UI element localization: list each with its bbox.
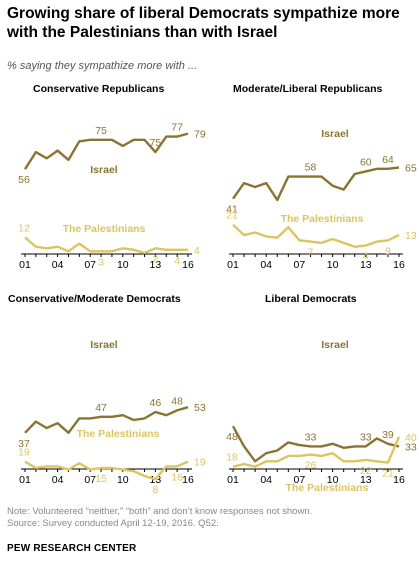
palestinians-series-line bbox=[24, 236, 188, 255]
panel-conservative-republicans: Conservative Republicans 01 04 07 10 13 16 Isra… bbox=[18, 83, 206, 271]
x-tick-label: 07 bbox=[84, 259, 96, 271]
x-tick-label: 07 bbox=[294, 259, 306, 271]
x-tick-label: 04 bbox=[260, 259, 272, 271]
data-label: 13 bbox=[405, 230, 417, 242]
data-label: 37 bbox=[18, 438, 30, 450]
source-text: Source: Survey conducted April 12-19, 20… bbox=[7, 518, 219, 529]
data-label: 65 bbox=[405, 163, 417, 175]
israel-series-label: Israel bbox=[321, 128, 349, 140]
palestinians-series-line bbox=[232, 436, 401, 468]
data-label: 9 bbox=[385, 245, 391, 257]
x-tick-label: 16 bbox=[182, 259, 194, 271]
data-label: 2 bbox=[152, 253, 158, 265]
data-label: 33 bbox=[305, 431, 317, 443]
data-label: 21 bbox=[382, 468, 394, 480]
panel-liberal-democrats: Liberal Democrats 01 04 07 10 13 16 Israel 48 33 3… bbox=[226, 293, 417, 494]
israel-series-label: Israel bbox=[321, 339, 349, 351]
data-label: 48 bbox=[226, 431, 238, 443]
palestinians-series-line bbox=[232, 223, 400, 249]
data-label: 21 bbox=[226, 210, 238, 222]
x-tick-label: 16 bbox=[393, 259, 405, 271]
data-label: 53 bbox=[194, 402, 206, 414]
israel-series-line bbox=[231, 425, 400, 463]
israel-series-line bbox=[23, 132, 189, 170]
x-tick-label: 04 bbox=[52, 259, 64, 271]
x-tick-label: 01 bbox=[227, 474, 239, 486]
data-label: 79 bbox=[194, 129, 206, 141]
x-tick-label: 13 bbox=[360, 259, 372, 271]
x-tick-label: 10 bbox=[327, 474, 339, 486]
x-tick-label: 10 bbox=[117, 474, 129, 486]
data-label: 40 bbox=[405, 432, 417, 444]
data-label: 26 bbox=[305, 460, 317, 472]
data-label: 33 bbox=[360, 431, 372, 443]
israel-series-label: Israel bbox=[90, 339, 118, 351]
x-tick-label: 16 bbox=[182, 474, 194, 486]
israel-series-label: Israel bbox=[90, 164, 118, 176]
data-label: 33 bbox=[405, 441, 417, 453]
data-label: 41 bbox=[226, 204, 238, 216]
data-label: 39 bbox=[382, 429, 394, 441]
data-label: 4 bbox=[194, 245, 200, 257]
data-label: 75 bbox=[150, 137, 162, 149]
panel-title: Liberal Democrats bbox=[265, 293, 357, 305]
data-label: 19 bbox=[18, 447, 30, 459]
data-label: 22 bbox=[360, 465, 372, 477]
data-label: 75 bbox=[95, 125, 107, 137]
pew-logo-text: PEW RESEARCH CENTER bbox=[7, 543, 137, 554]
data-label: 4 bbox=[174, 255, 180, 267]
x-tick-label: 16 bbox=[393, 474, 405, 486]
data-label: 64 bbox=[382, 154, 394, 166]
data-label: 60 bbox=[360, 156, 372, 168]
palestinians-series-line bbox=[24, 460, 189, 481]
data-label: 8 bbox=[152, 484, 158, 496]
israel-series-line bbox=[232, 166, 400, 202]
chart-notes: Note: Volunteered “neither,” “both” and … bbox=[7, 506, 412, 530]
data-label: 47 bbox=[95, 402, 107, 414]
x-tick-label: 04 bbox=[260, 474, 272, 486]
israel-series-line bbox=[24, 406, 189, 434]
data-label: 46 bbox=[150, 397, 162, 409]
data-label: 58 bbox=[305, 162, 317, 174]
data-label: 15 bbox=[95, 473, 107, 485]
palestinians-series-label: The Palestinians bbox=[77, 428, 160, 440]
panel-conservative-moderate-democrats: Conservative/Moderate Democrats 01 04 07 10 1… bbox=[8, 293, 206, 496]
panel-moderate-liberal-republicans: Moderate/Liberal Republicans 01 04 07 10 13 16… bbox=[226, 83, 417, 271]
data-label: 12 bbox=[18, 222, 30, 234]
x-tick-label: 13 bbox=[360, 474, 372, 486]
data-label: 4 bbox=[363, 251, 369, 263]
data-label: 77 bbox=[171, 122, 183, 134]
x-tick-label: 01 bbox=[19, 474, 31, 486]
chart-title: Growing share of liberal Democrats sympa… bbox=[7, 5, 400, 41]
panel-title: Conservative/Moderate Democrats bbox=[8, 293, 181, 305]
x-tick-label: 10 bbox=[117, 259, 129, 271]
data-label: 19 bbox=[194, 457, 206, 469]
data-label: 56 bbox=[18, 174, 30, 186]
data-label: 18 bbox=[226, 452, 238, 464]
palestinians-series-label: The Palestinians bbox=[281, 213, 364, 225]
x-tick-label: 04 bbox=[52, 474, 64, 486]
data-label: 3 bbox=[98, 256, 104, 268]
x-tick-label: 10 bbox=[327, 259, 339, 271]
data-label: 7 bbox=[308, 247, 314, 259]
x-tick-label: 07 bbox=[294, 474, 306, 486]
chart-subtitle: % saying they sympathize more with ... bbox=[7, 60, 198, 72]
x-tick-label: 13 bbox=[150, 259, 162, 271]
note-text: Note: Volunteered “neither,” “both” and … bbox=[7, 506, 313, 517]
panel-title: Conservative Republicans bbox=[33, 83, 164, 95]
data-label: 16 bbox=[171, 471, 183, 483]
x-tick-label: 01 bbox=[19, 259, 31, 271]
x-tick-label: 01 bbox=[227, 259, 239, 271]
panel-title: Moderate/Liberal Republicans bbox=[233, 83, 383, 95]
small-multiples-chart: Conservative Republicans 01 04 07 10 13 16 Isra… bbox=[8, 83, 417, 496]
palestinians-series-label: The Palestinians bbox=[63, 223, 146, 235]
data-label: 48 bbox=[171, 395, 183, 407]
x-tick-label: 07 bbox=[84, 474, 96, 486]
palestinians-series-label: The Palestinians bbox=[286, 482, 369, 494]
